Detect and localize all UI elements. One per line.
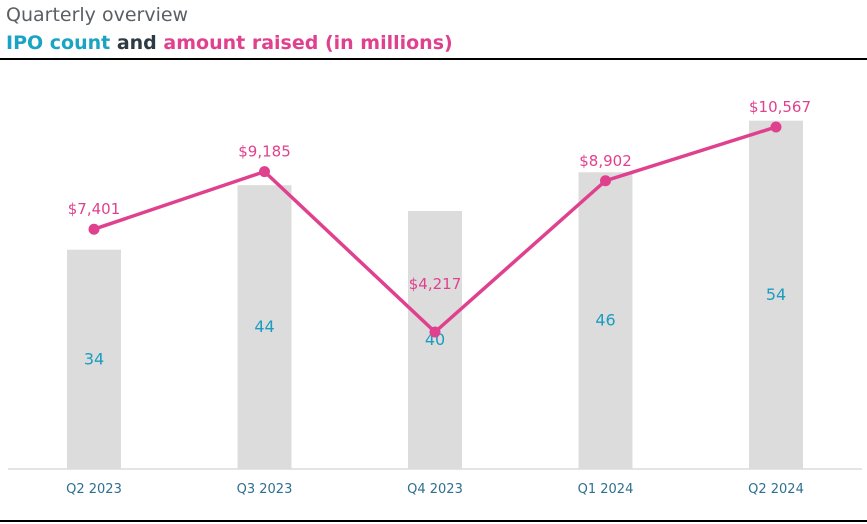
count-label: 46 <box>595 311 615 330</box>
bar-q2-2023 <box>67 249 121 469</box>
chart-title: IPO count and amount raised (in millions… <box>6 32 453 54</box>
count-label: 34 <box>84 349 104 368</box>
x-tick-label: Q2 2023 <box>66 482 122 497</box>
title-count-part: IPO count <box>6 32 111 54</box>
title-and-part: and <box>110 32 164 54</box>
bar-q4-2023 <box>408 211 462 469</box>
count-label: 44 <box>254 317 274 336</box>
x-tick-label: Q2 2024 <box>748 482 804 497</box>
amount-point <box>600 175 611 187</box>
count-label: 54 <box>766 285 786 304</box>
amount-label: $10,567 <box>749 98 811 116</box>
amount-label: $7,401 <box>68 200 121 218</box>
x-tick-label: Q4 2023 <box>407 482 463 497</box>
amount-point <box>259 166 270 178</box>
bar-q2-2024 <box>749 120 803 469</box>
amount-label: $4,217 <box>409 275 462 293</box>
chart-kicker: Quarterly overview <box>6 4 189 26</box>
amount-label: $8,902 <box>579 152 632 170</box>
amount-label: $9,185 <box>238 143 291 161</box>
bar-q1-2024 <box>578 172 633 470</box>
header-rule <box>0 58 867 60</box>
amount-point <box>429 326 441 338</box>
bar-q3-2023 <box>237 185 292 469</box>
amount-point <box>88 223 100 235</box>
count-label: 40 <box>425 330 445 349</box>
amount-point <box>770 121 782 133</box>
title-amount-part: amount raised (in millions) <box>163 32 453 54</box>
x-tick-label: Q1 2024 <box>578 482 634 497</box>
footer-rule <box>0 520 867 522</box>
x-tick-label: Q3 2023 <box>237 482 293 497</box>
